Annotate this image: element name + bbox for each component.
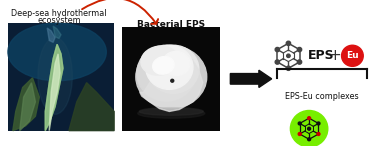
Text: ecosystem: ecosystem [37,16,81,25]
Polygon shape [47,28,55,42]
Circle shape [308,127,311,130]
FancyArrow shape [230,70,272,87]
Circle shape [287,54,290,58]
Ellipse shape [38,38,72,114]
Circle shape [171,79,174,82]
Text: Eu: Eu [346,51,359,60]
Circle shape [308,138,311,141]
Ellipse shape [153,57,174,74]
Circle shape [286,66,291,70]
Circle shape [275,60,279,64]
Polygon shape [45,44,63,131]
Polygon shape [45,44,63,131]
Circle shape [297,60,302,64]
Polygon shape [140,56,203,111]
Circle shape [342,45,363,66]
Circle shape [298,133,301,135]
Circle shape [275,47,279,52]
Ellipse shape [163,52,190,75]
FancyBboxPatch shape [8,23,114,131]
Circle shape [298,122,301,125]
Text: +: + [328,48,341,63]
Ellipse shape [141,46,178,75]
Ellipse shape [137,45,196,101]
Circle shape [286,41,291,45]
Ellipse shape [8,23,106,81]
Circle shape [290,111,328,146]
Text: EPS-Eu complexes: EPS-Eu complexes [285,92,359,101]
FancyBboxPatch shape [8,23,114,131]
Polygon shape [53,26,61,39]
Text: Deep-sea hydrothermal: Deep-sea hydrothermal [11,9,107,18]
Polygon shape [20,83,36,131]
Text: Bacterial EPS: Bacterial EPS [137,20,205,29]
Circle shape [317,122,320,125]
Ellipse shape [139,108,203,115]
Circle shape [308,117,311,120]
Polygon shape [13,78,39,131]
Circle shape [317,133,320,135]
Ellipse shape [148,45,199,93]
Polygon shape [69,83,114,131]
FancyBboxPatch shape [122,27,220,131]
Ellipse shape [138,109,205,118]
Circle shape [297,47,302,52]
Ellipse shape [146,45,193,89]
Polygon shape [49,54,60,131]
Text: EPS: EPS [308,49,335,62]
Ellipse shape [136,46,207,108]
